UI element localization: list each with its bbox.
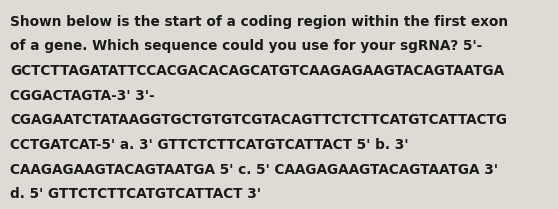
Text: Shown below is the start of a coding region within the first exon: Shown below is the start of a coding reg…	[10, 15, 508, 29]
Text: CGAGAATCTATAAGGTGCTGTGTCGTACAGTTCTCTTCATGTCATTACTG: CGAGAATCTATAAGGTGCTGTGTCGTACAGTTCTCTTCAT…	[10, 113, 507, 127]
Text: GCTCTTAGATATTCCACGACACAGCATGTCAAGAGAAGTACAGTAATGA: GCTCTTAGATATTCCACGACACAGCATGTCAAGAGAAGTA…	[10, 64, 504, 78]
Text: CGGACTAGTA-3' 3'-: CGGACTAGTA-3' 3'-	[10, 89, 155, 103]
Text: CAAGAGAAGTACAGTAATGA 5' c. 5' CAAGAGAAGTACAGTAATGA 3': CAAGAGAAGTACAGTAATGA 5' c. 5' CAAGAGAAGT…	[10, 163, 498, 177]
Text: d. 5' GTTCTCTTCATGTCATTACT 3': d. 5' GTTCTCTTCATGTCATTACT 3'	[10, 187, 261, 201]
Text: of a gene. Which sequence could you use for your sgRNA? 5'-: of a gene. Which sequence could you use …	[10, 39, 482, 53]
Text: CCTGATCAT-5' a. 3' GTTCTCTTCATGTCATTACT 5' b. 3': CCTGATCAT-5' a. 3' GTTCTCTTCATGTCATTACT …	[10, 138, 408, 152]
